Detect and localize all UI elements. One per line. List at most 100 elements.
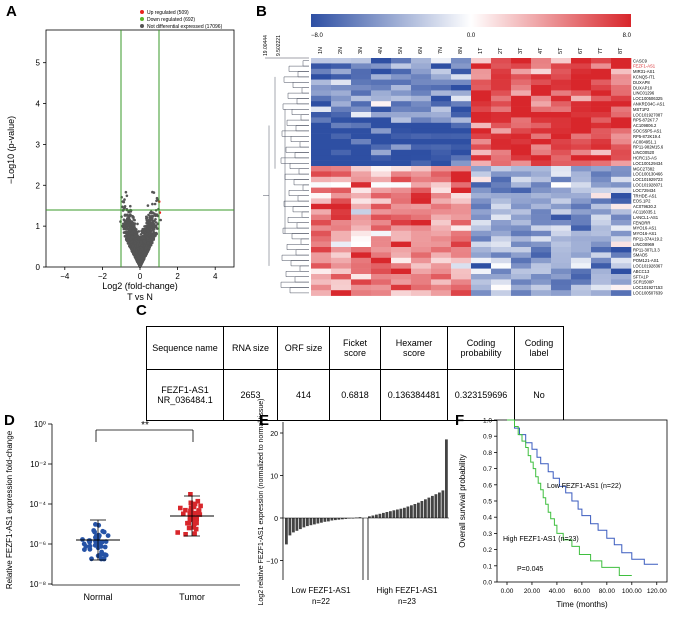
heatmap-cell: [311, 63, 332, 70]
heatmap-cell: [411, 268, 432, 275]
heatmap-cell: [531, 112, 552, 118]
heatmap-cell: [611, 95, 632, 102]
heatmap-cell: [431, 171, 452, 178]
volcano-xtick-label: 0: [138, 272, 143, 281]
heatmap-gene-label: MYO16-AS1: [633, 231, 657, 236]
volcano-point: [127, 235, 131, 239]
heatmap-cell: [371, 268, 392, 275]
heatmap-cell: [511, 155, 532, 161]
heatmap-cell: [551, 274, 572, 280]
volcano-point: [130, 220, 133, 223]
heatmap-column-label: 4T: [538, 47, 544, 54]
d-point-tumor: [175, 530, 180, 535]
heatmap-cell: [491, 209, 512, 215]
heatmap-cell: [431, 63, 452, 70]
heatmap-cell: [491, 171, 512, 178]
volcano-ytick-label: 2: [36, 181, 41, 190]
heatmap-cell: [431, 160, 452, 167]
heatmap-gene-label: LANCL1-AS1: [633, 215, 659, 220]
heatmap-cell: [371, 263, 392, 269]
coding-potential-table: Sequence name RNA size ORF size Ficket s…: [146, 326, 564, 421]
heatmap-cell: [611, 85, 632, 91]
volcano-point: [132, 240, 136, 243]
heatmap-cell: [371, 220, 392, 226]
heatmap-cell: [411, 79, 432, 86]
heatmap-cell: [551, 209, 572, 215]
heatmap-cell: [491, 74, 512, 80]
heatmap-cell: [531, 117, 552, 124]
volcano-point: [135, 257, 138, 261]
heatmap-cell: [591, 63, 612, 70]
heatmap-cell: [431, 68, 452, 75]
heatmap-cell: [611, 101, 632, 107]
heatmap-cell: [511, 112, 532, 118]
heatmap-cell: [311, 284, 332, 291]
heatmap-cell: [611, 128, 632, 134]
volcano-point: [156, 227, 159, 230]
heatmap-cell: [331, 257, 352, 264]
volcano-ytick-label: 5: [36, 59, 41, 68]
f-high-label: High FEZF1-AS1 (n=23): [503, 536, 579, 543]
volcano-point: [127, 215, 131, 219]
heatmap-cell: [371, 58, 392, 64]
volcano-point: [131, 214, 134, 218]
heatmap-cell: [611, 160, 632, 167]
e-bar: [389, 511, 392, 518]
volcano-point: [141, 234, 145, 238]
e-bar: [424, 499, 427, 518]
volcano-point: [141, 236, 145, 240]
volcano-point: [148, 238, 152, 241]
heatmap-cell: [351, 85, 372, 91]
heatmap-cell: [491, 112, 512, 118]
heatmap-cell: [531, 74, 552, 80]
e-bar: [378, 513, 382, 519]
heatmap-cell: [391, 220, 412, 226]
heatmap-cell: [371, 230, 392, 237]
heatmap-cell: [571, 144, 592, 151]
heatmap-cell: [431, 144, 452, 151]
heatmap-cell: [551, 203, 572, 210]
heatmap-cell: [451, 252, 472, 259]
heatmap-cell: [451, 203, 472, 210]
heatmap-cell: [551, 252, 572, 259]
heatmap-cell: [531, 171, 552, 178]
heatmap-cell: [391, 203, 412, 210]
heatmap-cell: [451, 176, 472, 183]
volcano-point: [124, 221, 128, 224]
heatmap-cell: [331, 128, 352, 134]
heatmap-cell: [471, 252, 492, 259]
heatmap-cell: [351, 101, 372, 107]
heatmap-cell: [391, 144, 412, 151]
heatmap-cell: [491, 95, 512, 102]
heatmap-cell: [331, 133, 352, 140]
heatmap-cell: [511, 209, 532, 215]
volcano-point: [146, 249, 150, 253]
heatmap-cell: [531, 182, 552, 188]
volcano-frame: [45, 29, 235, 268]
e-bar: [320, 518, 323, 523]
heatmap-cell: [511, 182, 532, 188]
heatmap-cell: [311, 90, 332, 97]
heatmap-cell: [551, 155, 572, 161]
heatmap-cell: [491, 268, 512, 275]
heatmap-cell: [511, 214, 532, 221]
heatmap-column-label: 1N: [318, 47, 324, 54]
volcano-point: [145, 215, 148, 219]
heatmap-cell: [471, 247, 492, 253]
heatmap-cell: [611, 187, 632, 194]
volcano-point: [143, 240, 147, 244]
heatmap-cell: [371, 90, 392, 97]
heatmap-cell: [391, 128, 412, 134]
volcano-point: [132, 235, 136, 239]
heatmap-cell: [591, 284, 612, 291]
heatmap-cell: [511, 139, 532, 145]
volcano-point: [155, 196, 159, 200]
heatmap-cell: [371, 225, 392, 232]
volcano-point: [125, 233, 128, 237]
heatmap-cell: [331, 144, 352, 151]
heatmap-cell: [411, 112, 432, 118]
heatmap-cell: [571, 290, 592, 296]
heatmap-cell: [371, 198, 392, 205]
heatmap-gene-label: LOC100129434: [633, 161, 663, 166]
heatmap-cell: [531, 193, 552, 199]
